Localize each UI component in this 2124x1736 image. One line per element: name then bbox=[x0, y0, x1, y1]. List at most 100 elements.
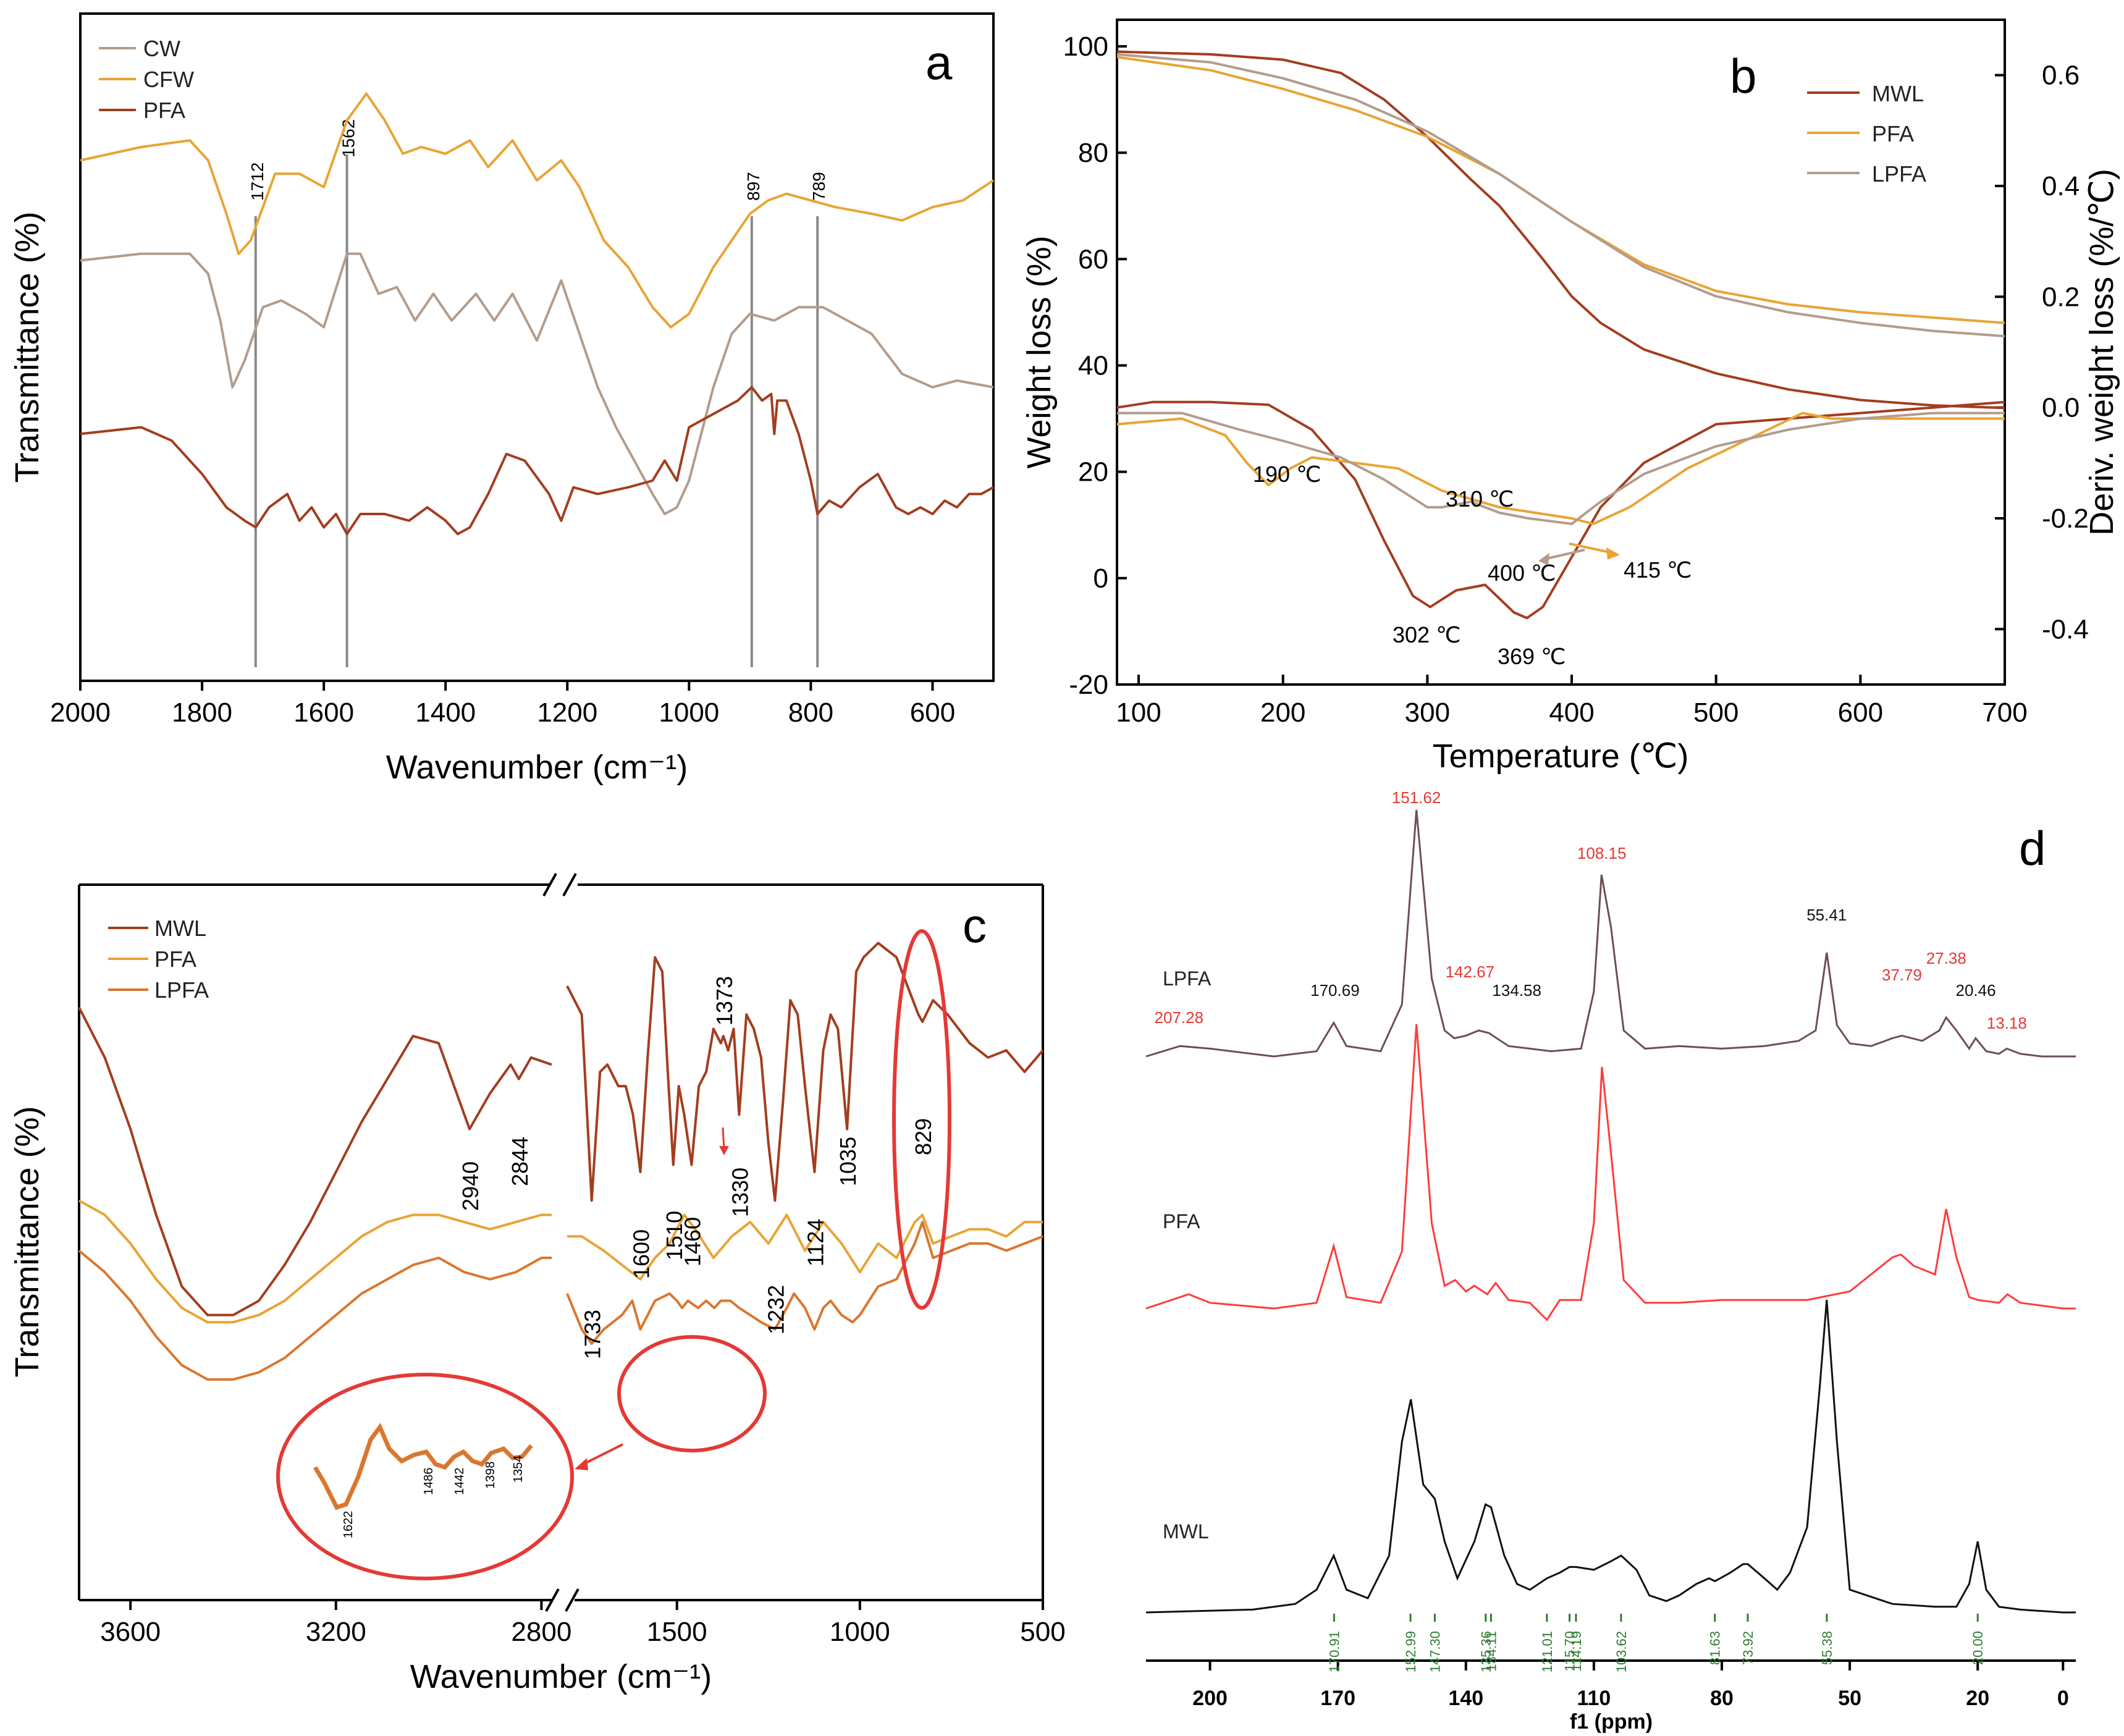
b-ytick-label: 20 bbox=[1078, 457, 1108, 487]
c-inset-label: 1622 bbox=[342, 1511, 355, 1539]
legend-label-mwl-c: MWL bbox=[154, 916, 206, 941]
d-mwl-peak-label: 135.36 bbox=[1478, 1631, 1494, 1672]
c-peak-label: 829 bbox=[911, 1118, 936, 1155]
b-y2tick-label: 0.0 bbox=[2042, 393, 2080, 423]
d-mwl-peak-label: 147.30 bbox=[1427, 1631, 1443, 1672]
highlight-ellipse-829 bbox=[892, 929, 951, 1310]
trace-label-mwl: MWL bbox=[1163, 1520, 1209, 1543]
a-series-pfa bbox=[80, 386, 994, 536]
panel-c-legend: MWL PFA LPFA bbox=[108, 916, 209, 1003]
panel-a-ylabel: Transmittance (%) bbox=[9, 211, 46, 482]
anno-310: 310 ℃ bbox=[1446, 486, 1514, 512]
panel-b-xlabel: Temperature (℃) bbox=[1433, 738, 1689, 775]
d-lpfa-peak-label: 37.79 bbox=[1882, 966, 1922, 984]
c-peak-label: 1124 bbox=[803, 1219, 828, 1266]
arrow-400 bbox=[1544, 549, 1585, 560]
legend-label-cfw: CFW bbox=[143, 67, 194, 92]
b-xtick-label: 200 bbox=[1260, 697, 1305, 728]
a-xtick-label: 1400 bbox=[415, 697, 476, 728]
highlight-ellipse-1500 bbox=[617, 1335, 767, 1452]
d-lpfa-peak-label: 55.41 bbox=[1806, 906, 1847, 924]
anno-302: 302 ℃ bbox=[1393, 622, 1461, 647]
c-xtick-label: 500 bbox=[1020, 1617, 1065, 1647]
a-marker-label: 1712 bbox=[248, 162, 267, 201]
d-mwl-peak-label: 114.19 bbox=[1569, 1631, 1584, 1672]
d-mwl-peak-label: 115.70 bbox=[1562, 1631, 1578, 1672]
c-peak-label: 1510 bbox=[662, 1211, 687, 1260]
d-xtick-label: 170 bbox=[1320, 1687, 1355, 1710]
b-ytick-label: 60 bbox=[1078, 244, 1108, 274]
c-peak-label: 1035 bbox=[835, 1137, 861, 1186]
panel-b: 100 200 300 400 500 600 700 -20 0 20 40 60 80 100 -0.4… bbox=[1021, 19, 2120, 775]
c-peak-label: 1600 bbox=[628, 1229, 654, 1279]
b-series-mwl-weight bbox=[1116, 50, 2005, 410]
d-mwl-peak-label: 152.99 bbox=[1403, 1631, 1418, 1672]
d-lpfa-peak-label: 151.62 bbox=[1392, 788, 1441, 807]
arrowhead-1373 bbox=[719, 1146, 729, 1155]
c-peak-label: 1373 bbox=[712, 976, 737, 1026]
a-xtick-label: 2000 bbox=[50, 697, 111, 728]
break-mark-top-1 bbox=[542, 873, 557, 896]
b-ytick-label: 0 bbox=[1094, 563, 1108, 594]
trace-label-pfa: PFA bbox=[1163, 1210, 1200, 1232]
panel-c: 3600 3200 2800 1500 1000 500 c Wavenumber (cm… bbox=[9, 873, 1066, 1695]
anno-369: 369 ℃ bbox=[1498, 644, 1566, 669]
inset-spectrum bbox=[313, 1423, 533, 1511]
c-series-mwl-right bbox=[566, 942, 1044, 1202]
d-xtick-label: 0 bbox=[2057, 1687, 2069, 1710]
legend-label-pfa-b: PFA bbox=[1872, 121, 1914, 146]
inset-arrowhead bbox=[575, 1458, 588, 1470]
panel-b-plot-frame bbox=[1116, 19, 2006, 686]
b-y2tick-label: -0.4 bbox=[2042, 614, 2089, 644]
d-lpfa-peak-label: 134.58 bbox=[1492, 981, 1541, 1000]
d-mwl-peak-label: 73.92 bbox=[1740, 1631, 1756, 1665]
c-series-mwl-left bbox=[78, 1006, 552, 1317]
b-xtick-label: 600 bbox=[1838, 697, 1883, 728]
a-marker-label: 1562 bbox=[339, 119, 358, 158]
c-series-lpfa-right bbox=[566, 1221, 1043, 1345]
c-series-pfa-left bbox=[78, 1199, 552, 1324]
arrowhead-415 bbox=[1606, 547, 1620, 560]
b-y2tick-label: -0.2 bbox=[2042, 504, 2089, 534]
d-mwl-peak-label: 121.01 bbox=[1540, 1631, 1555, 1672]
arrow-415 bbox=[1569, 542, 1613, 554]
b-xtick-label: 500 bbox=[1693, 697, 1738, 728]
panel-d: 200 170 140 110 80 50 20 0 d f1 (ppm) LPFA PFA … bbox=[1145, 788, 2076, 1734]
d-lpfa-peak-label: 108.15 bbox=[1577, 844, 1627, 862]
d-mwl-peak-label: 103.62 bbox=[1614, 1631, 1629, 1672]
c-series-pfa-right bbox=[567, 1213, 1043, 1281]
b-xtick-label: 400 bbox=[1549, 697, 1594, 728]
d-lpfa-peak-label: 20.46 bbox=[1956, 981, 1996, 1000]
legend-label-lpfa-b: LPFA bbox=[1872, 161, 1926, 187]
d-lpfa-peak-label: 207.28 bbox=[1155, 1008, 1204, 1027]
legend-label-pfa-c: PFA bbox=[154, 946, 196, 972]
d-mwl-peak-label: 170.91 bbox=[1326, 1631, 1342, 1672]
b-xtick-label: 700 bbox=[1982, 697, 2027, 728]
break-mark-bottom-2 bbox=[565, 1588, 579, 1612]
break-mark-bottom-1 bbox=[545, 1588, 560, 1612]
c-peak-label: 1232 bbox=[763, 1285, 788, 1334]
c-inset-label: 1486 bbox=[422, 1468, 436, 1496]
d-mwl-peak-label: 55.38 bbox=[1819, 1631, 1835, 1665]
d-series-mwl bbox=[1145, 1299, 2076, 1614]
a-xtick-label: 1800 bbox=[172, 697, 232, 728]
d-lpfa-peak-label: 27.38 bbox=[1926, 949, 1966, 967]
legend-label-lpfa-c: LPFA bbox=[154, 977, 209, 1003]
d-xtick-label: 50 bbox=[1838, 1687, 1861, 1710]
d-xtick-label: 140 bbox=[1448, 1687, 1483, 1710]
legend-label-pfa: PFA bbox=[143, 98, 185, 123]
legend-label-cw: CW bbox=[143, 36, 180, 61]
panel-b-ylabel: Weight loss (%) bbox=[1021, 235, 1058, 468]
c-inset-label: 1354 bbox=[512, 1456, 525, 1483]
b-y2tick-label: 0.6 bbox=[2042, 61, 2080, 91]
break-mark-top-2 bbox=[562, 873, 577, 896]
panel-c-xlabel: Wavenumber (cm⁻¹) bbox=[410, 1658, 712, 1695]
panel-b-y2label: Deriv. weight loss (%/℃) bbox=[2083, 169, 2120, 536]
anno-190: 190 ℃ bbox=[1253, 461, 1321, 487]
c-series-lpfa-left bbox=[78, 1249, 552, 1381]
c-xtick-label: 3600 bbox=[100, 1617, 161, 1647]
a-series-cw bbox=[80, 252, 994, 515]
d-mwl-peak-label: 134.11 bbox=[1483, 1631, 1499, 1672]
panel-a-legend: CW CFW PFA bbox=[99, 36, 194, 123]
